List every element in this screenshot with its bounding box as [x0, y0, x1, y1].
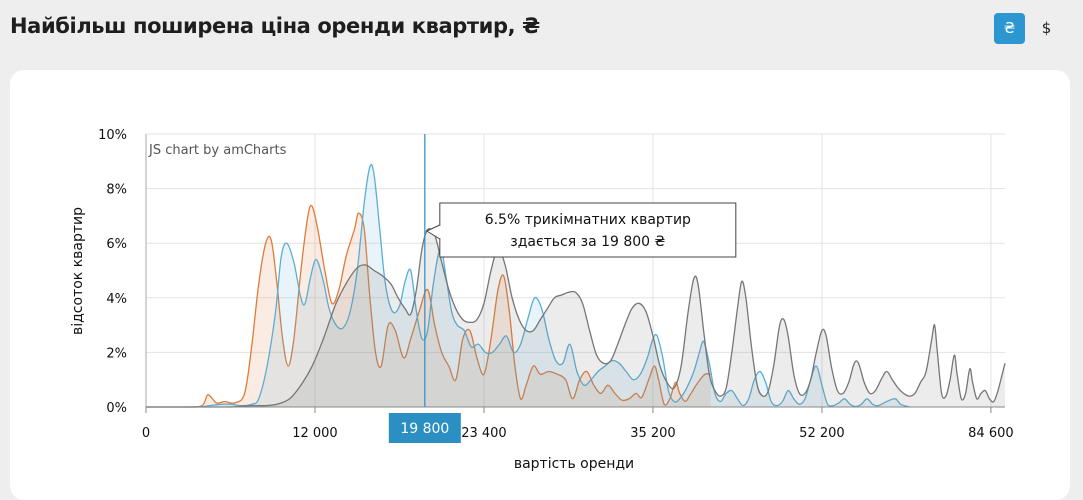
page-title: Найбільш поширена ціна оренди квартир, ₴: [10, 14, 540, 38]
y-tick-label: 0%: [106, 401, 127, 416]
currency-uah-button[interactable]: ₴: [994, 13, 1025, 44]
chart-card: [10, 70, 1070, 500]
x-tick-label: 52 200: [799, 426, 845, 441]
cursor-line[interactable]: 19 800: [388, 134, 461, 443]
currency-usd-button[interactable]: $: [1041, 19, 1052, 37]
chart-credit: JS chart by amCharts: [148, 143, 287, 158]
y-tick-label: 8%: [106, 183, 127, 198]
tooltip-line-2: здається за 19 800 ₴: [510, 234, 665, 250]
series-area-1: [146, 205, 711, 407]
cursor-label-box: [388, 413, 461, 443]
axes: 0% 2% 4% 6% 8% 10% 0 12 000 23 400 35 200 52 200 84…: [98, 128, 1014, 441]
y-tick-label: 2%: [106, 346, 127, 361]
cursor-label: 19 800: [400, 421, 449, 437]
series-area-3: [146, 228, 1005, 407]
y-tick-label: 10%: [98, 128, 127, 143]
price-distribution-chart: 0% 2% 4% 6% 8% 10% 0 12 000 23 400 35 200 52 200 84…: [70, 128, 1014, 472]
series-line-1: [145, 204, 711, 408]
y-tick-label: 4%: [106, 292, 127, 307]
x-tick-label: 12 000: [292, 426, 338, 441]
x-tick-label: 23 400: [461, 426, 507, 441]
series-areas: [145, 163, 1006, 408]
x-tick-label: 35 200: [630, 426, 676, 441]
y-tick-label: 6%: [106, 237, 127, 252]
x-tick-label: 84 600: [968, 426, 1014, 441]
y-axis-label: відсоток квартир: [70, 207, 86, 335]
series-line-3: [145, 228, 1006, 408]
tooltip-line-1: 6.5% трикімнатних квартир: [485, 212, 691, 228]
chart-tooltip: 6.5% трикімнатних квартир здається за 19 …: [425, 202, 737, 258]
tooltip-pointer: [425, 224, 441, 240]
series-line-2: [145, 163, 910, 408]
series-area-2: [146, 164, 910, 407]
x-tick-label: 0: [142, 426, 150, 441]
x-axis-label: вартість оренди: [514, 456, 634, 472]
grid-lines: [146, 133, 1005, 407]
